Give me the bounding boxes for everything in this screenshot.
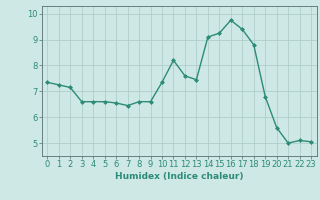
X-axis label: Humidex (Indice chaleur): Humidex (Indice chaleur): [115, 172, 244, 181]
